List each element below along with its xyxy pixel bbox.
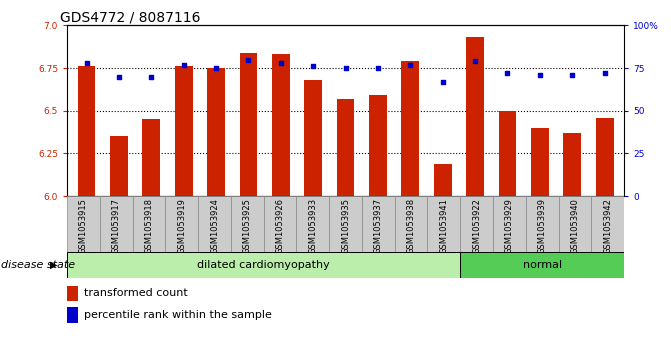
Bar bbox=[304, 80, 322, 196]
Bar bbox=[591, 196, 624, 252]
Bar bbox=[433, 164, 452, 196]
Point bbox=[243, 57, 254, 62]
Bar bbox=[78, 66, 95, 196]
Point bbox=[340, 65, 351, 71]
Text: GSM1053941: GSM1053941 bbox=[440, 198, 448, 254]
Text: normal: normal bbox=[523, 260, 562, 270]
Bar bbox=[531, 128, 549, 196]
Point bbox=[308, 64, 319, 69]
Bar bbox=[67, 286, 79, 301]
Bar bbox=[460, 252, 624, 278]
Point bbox=[81, 60, 92, 66]
Bar bbox=[493, 196, 526, 252]
Point bbox=[405, 62, 416, 68]
Text: GSM1053940: GSM1053940 bbox=[570, 198, 579, 254]
Text: GSM1053933: GSM1053933 bbox=[308, 198, 317, 254]
Bar bbox=[329, 196, 362, 252]
Point bbox=[502, 70, 513, 76]
Text: percentile rank within the sample: percentile rank within the sample bbox=[84, 310, 272, 320]
Text: GSM1053935: GSM1053935 bbox=[341, 198, 350, 254]
Bar bbox=[427, 196, 460, 252]
Text: GSM1053922: GSM1053922 bbox=[472, 198, 481, 254]
Bar bbox=[174, 66, 193, 196]
Bar bbox=[207, 68, 225, 196]
Text: GSM1053925: GSM1053925 bbox=[243, 198, 252, 254]
Point bbox=[113, 74, 124, 79]
Point bbox=[275, 60, 286, 66]
Text: GSM1053926: GSM1053926 bbox=[276, 198, 285, 254]
Bar bbox=[231, 196, 264, 252]
Bar bbox=[272, 54, 290, 196]
Bar bbox=[460, 196, 493, 252]
Text: transformed count: transformed count bbox=[84, 288, 188, 298]
Point bbox=[372, 65, 383, 71]
Bar bbox=[395, 196, 427, 252]
Bar bbox=[564, 133, 581, 196]
Text: GSM1053937: GSM1053937 bbox=[374, 198, 383, 254]
Point bbox=[535, 72, 546, 78]
Bar bbox=[240, 53, 258, 196]
Bar bbox=[67, 196, 100, 252]
Bar bbox=[142, 119, 160, 196]
Point bbox=[567, 72, 578, 78]
Text: GSM1053918: GSM1053918 bbox=[144, 198, 154, 254]
Bar bbox=[558, 196, 591, 252]
Text: GDS4772 / 8087116: GDS4772 / 8087116 bbox=[60, 11, 201, 25]
Bar bbox=[526, 196, 558, 252]
Bar bbox=[466, 37, 484, 196]
Bar bbox=[362, 196, 395, 252]
Bar bbox=[198, 196, 231, 252]
Bar bbox=[401, 61, 419, 196]
Bar bbox=[297, 196, 329, 252]
Bar bbox=[264, 196, 297, 252]
Text: GSM1053929: GSM1053929 bbox=[505, 198, 514, 254]
Point bbox=[470, 58, 480, 64]
Bar bbox=[133, 196, 165, 252]
Bar bbox=[499, 111, 517, 196]
Point bbox=[437, 79, 448, 85]
Text: GSM1053919: GSM1053919 bbox=[177, 198, 187, 254]
Bar bbox=[100, 196, 133, 252]
Text: GSM1053938: GSM1053938 bbox=[407, 198, 415, 254]
Bar bbox=[165, 196, 198, 252]
Bar bbox=[110, 136, 127, 196]
Text: ▶: ▶ bbox=[50, 260, 58, 270]
Point bbox=[146, 74, 156, 79]
Point bbox=[211, 65, 221, 71]
Point bbox=[599, 70, 610, 76]
Bar bbox=[67, 307, 79, 323]
Point bbox=[178, 62, 189, 68]
Text: GSM1053924: GSM1053924 bbox=[210, 198, 219, 254]
Text: GSM1053917: GSM1053917 bbox=[112, 198, 121, 254]
Text: GSM1053915: GSM1053915 bbox=[79, 198, 88, 254]
Bar bbox=[369, 95, 387, 196]
Text: dilated cardiomyopathy: dilated cardiomyopathy bbox=[197, 260, 330, 270]
Bar bbox=[596, 118, 613, 196]
Text: GSM1053939: GSM1053939 bbox=[537, 198, 547, 254]
Text: GSM1053942: GSM1053942 bbox=[603, 198, 612, 254]
Bar bbox=[67, 252, 460, 278]
Bar bbox=[337, 99, 354, 196]
Text: disease state: disease state bbox=[1, 260, 74, 270]
